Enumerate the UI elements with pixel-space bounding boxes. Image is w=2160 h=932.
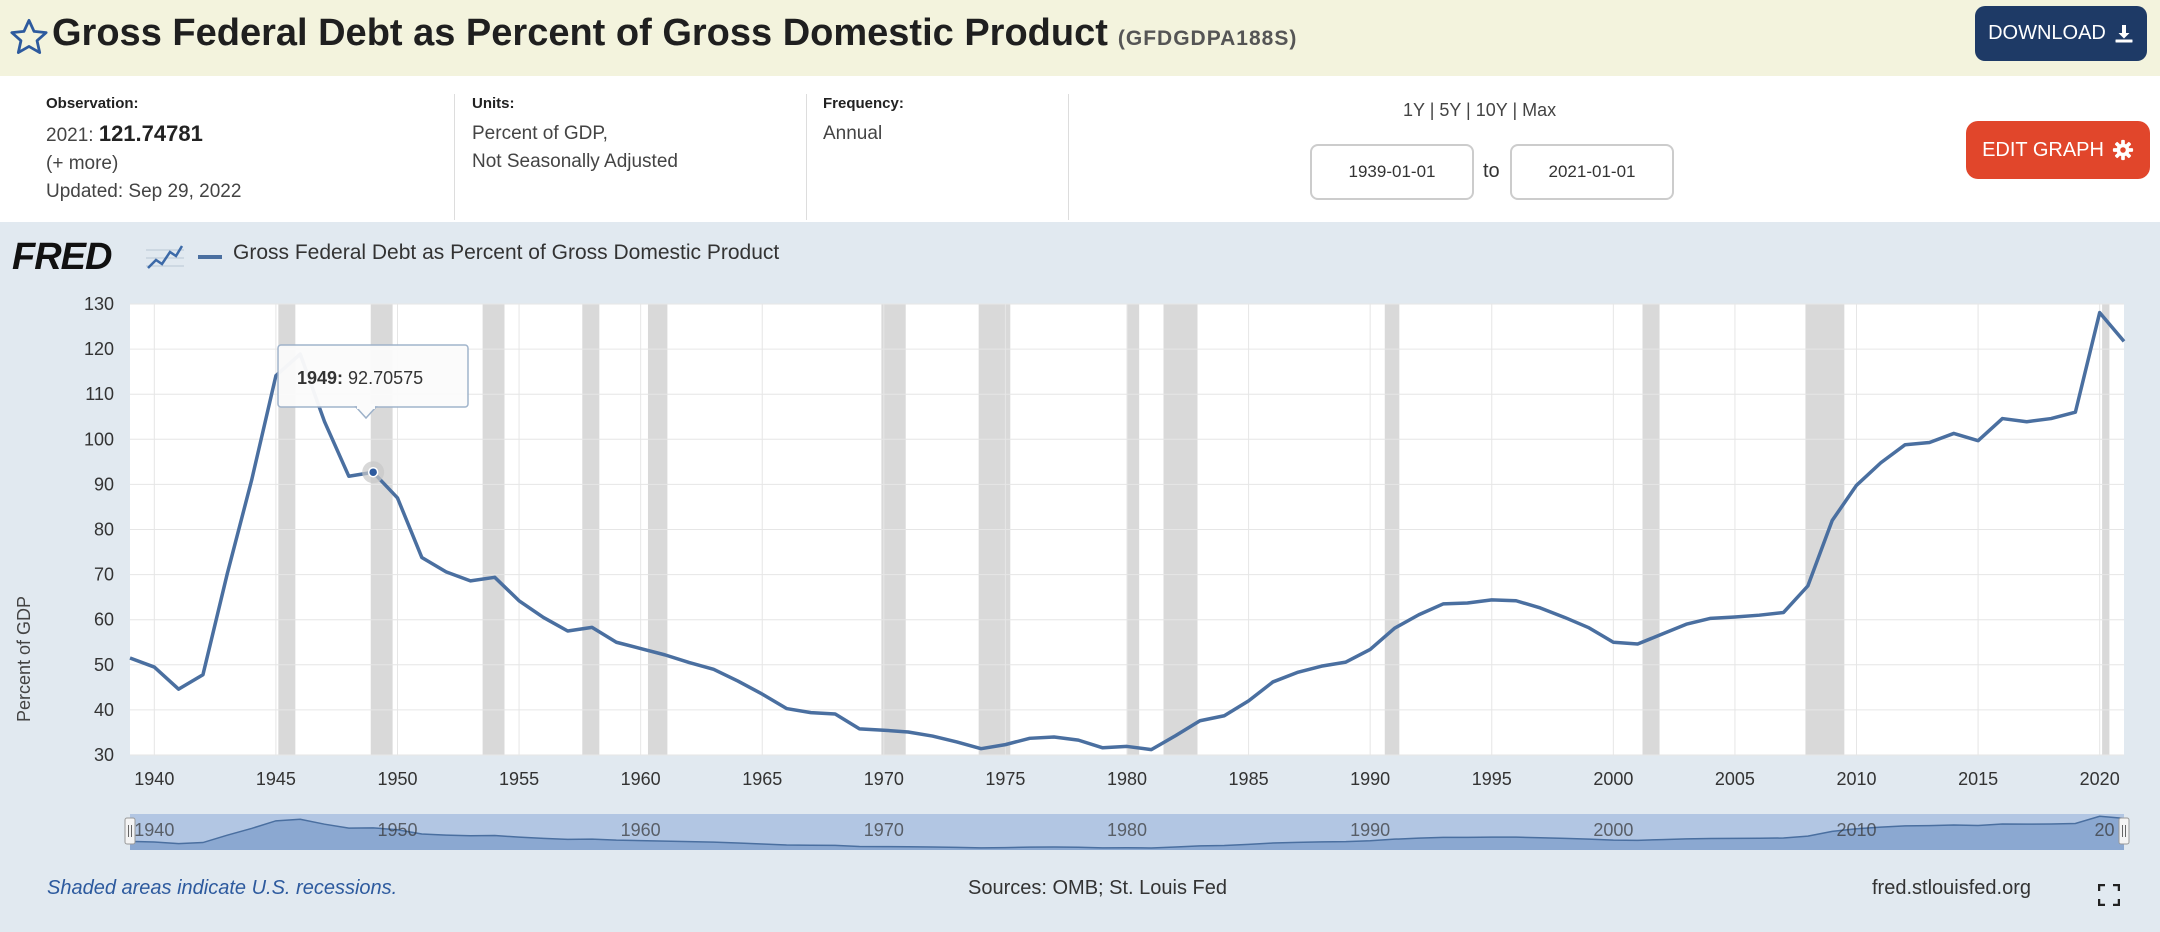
fred-logo[interactable]: FRED xyxy=(12,236,112,278)
updated-date: Updated: Sep 29, 2022 xyxy=(46,181,242,202)
meta-divider xyxy=(1068,94,1069,220)
sources-text: Sources: OMB; St. Louis Fed xyxy=(968,877,1227,899)
chart-panel: FRED Gross Federal Debt as Percent of Gr… xyxy=(0,222,2160,932)
x-tick-label: 2020 xyxy=(2080,769,2120,789)
x-tick-label: 1940 xyxy=(134,769,174,789)
end-date-input[interactable]: 2021-01-01 xyxy=(1510,144,1674,200)
line-chart[interactable]: 30 40 50 60 70 80 90 100 110 120 130 1940 1945 1950 19… xyxy=(0,222,2160,862)
legend-swatch xyxy=(198,255,222,259)
series-title: Gross Federal Debt as Percent of Gross D… xyxy=(52,12,1297,55)
series-id: (GFDGDPA188S) xyxy=(1117,27,1298,50)
observation-block: Observation: 2021: 121.74781 (+ more) Up… xyxy=(46,94,241,206)
y-tick-label: 40 xyxy=(94,700,114,720)
observation-value: 121.74781 xyxy=(98,121,203,146)
y-tick-label: 130 xyxy=(84,294,114,314)
observation-label: Observation: xyxy=(46,95,139,112)
x-tick-label: 1950 xyxy=(377,769,417,789)
x-tick-label: 1990 xyxy=(1350,769,1390,789)
navigator-label: 1990 xyxy=(1350,820,1390,840)
meta-row: Observation: 2021: 121.74781 (+ more) Up… xyxy=(0,76,2160,222)
navigator-label: 2000 xyxy=(1593,820,1633,840)
more-link[interactable]: (+ more) xyxy=(46,153,119,174)
download-icon xyxy=(2115,24,2133,42)
series-line xyxy=(129,310,2126,752)
tooltip-value: 92.70575 xyxy=(343,368,423,388)
units-line2: Not Seasonally Adjusted xyxy=(472,151,678,172)
x-tick-label: 1980 xyxy=(1107,769,1147,789)
frequency-label: Frequency: xyxy=(823,95,904,112)
gear-icon xyxy=(2112,139,2134,161)
legend-label: Gross Federal Debt as Percent of Gross D… xyxy=(233,241,780,264)
navigator-label: 1940 xyxy=(134,820,174,840)
x-tick-label: 1955 xyxy=(499,769,539,789)
series-title-text: Gross Federal Debt as Percent of Gross D… xyxy=(52,12,1108,54)
observation-year: 2021: xyxy=(46,125,94,146)
units-line1: Percent of GDP, xyxy=(472,123,608,144)
fred-url-link[interactable]: fred.stlouisfed.org xyxy=(1872,877,2031,899)
tooltip: 1949: 92.70575 xyxy=(277,344,469,420)
x-tick-label: 2000 xyxy=(1593,769,1633,789)
range-links[interactable]: 1Y | 5Y | 10Y | Max xyxy=(1403,100,1557,120)
tooltip-text: 1949: 92.70575 xyxy=(297,368,423,388)
edit-graph-button[interactable]: EDIT GRAPH xyxy=(1966,121,2150,179)
y-tick-label: 100 xyxy=(84,429,114,449)
navigator-label: 1970 xyxy=(864,820,904,840)
x-tick-label: 2015 xyxy=(1958,769,1998,789)
x-tick-label: 1995 xyxy=(1472,769,1512,789)
y-tick-label: 90 xyxy=(94,474,114,494)
y-tick-label: 60 xyxy=(94,610,114,630)
meta-divider xyxy=(806,94,807,220)
x-tick-label: 1960 xyxy=(621,769,661,789)
download-label: DOWNLOAD xyxy=(1988,22,2106,44)
hover-point xyxy=(367,466,379,478)
x-tick-label: 2010 xyxy=(1836,769,1876,789)
navigator-line xyxy=(129,815,2125,849)
title-bar: Gross Federal Debt as Percent of Gross D… xyxy=(0,0,2160,76)
units-block: Units: Percent of GDP, Not Seasonally Ad… xyxy=(472,94,678,176)
navigator-handle[interactable] xyxy=(2118,817,2130,845)
y-tick-label: 50 xyxy=(94,655,114,675)
observation-line: 2021: 121.74781 xyxy=(46,120,241,150)
meta-divider xyxy=(454,94,455,220)
navigator-label: 1950 xyxy=(377,820,417,840)
x-tick-label: 2005 xyxy=(1715,769,1755,789)
navigator-handle-grip xyxy=(124,817,136,845)
x-tick-label: 1985 xyxy=(1229,769,1269,789)
units-label: Units: xyxy=(472,95,515,112)
date-to-label: to xyxy=(1483,160,1500,182)
frequency-block: Frequency: Annual xyxy=(823,94,904,148)
navigator-handle[interactable] xyxy=(124,817,136,845)
tooltip-pointer-mask xyxy=(357,404,375,409)
x-tick-label: 1970 xyxy=(864,769,904,789)
x-tick-label: 1975 xyxy=(985,769,1025,789)
fred-chart-icon xyxy=(146,242,184,272)
x-tick-label: 1965 xyxy=(742,769,782,789)
navigator-label: 1960 xyxy=(621,820,661,840)
y-tick-label: 30 xyxy=(94,745,114,765)
navigator-handle-grip xyxy=(2118,817,2130,845)
y-tick-label: 110 xyxy=(85,384,114,404)
fullscreen-icon[interactable] xyxy=(2098,884,2120,906)
frequency-value: Annual xyxy=(823,123,883,144)
edit-graph-label: EDIT GRAPH xyxy=(1982,138,2104,161)
recession-note: Shaded areas indicate U.S. recessions. xyxy=(47,877,398,899)
y-tick-label: 70 xyxy=(94,565,114,585)
star-icon[interactable] xyxy=(8,16,50,58)
navigator-label: 20 xyxy=(2095,820,2115,840)
navigator-label: 2010 xyxy=(1836,820,1876,840)
start-date-input[interactable]: 1939-01-01 xyxy=(1310,144,1474,200)
y-tick-label: 120 xyxy=(84,339,114,359)
y-tick-label: 80 xyxy=(94,520,114,540)
download-button[interactable]: DOWNLOAD xyxy=(1975,6,2147,61)
navigator-area xyxy=(130,816,2124,850)
x-tick-label: 1945 xyxy=(256,769,296,789)
navigator-label: 1980 xyxy=(1107,820,1147,840)
tooltip-year: 1949: xyxy=(297,368,343,388)
